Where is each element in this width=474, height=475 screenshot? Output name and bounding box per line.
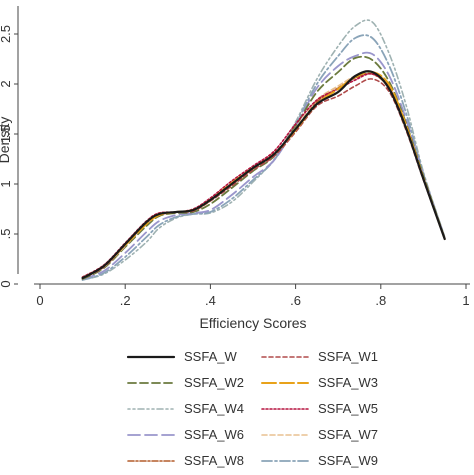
x-tick-label: .6 <box>290 293 301 308</box>
y-tick-label: 1.5 <box>0 125 13 143</box>
y-tick-label: 2.5 <box>0 25 13 43</box>
series-line-ssfa-w <box>81 70 446 280</box>
x-axis-ticks: 0 .2 .4 .6 .8 1 <box>36 284 470 308</box>
legend-label: SSFA_W6 <box>184 427 244 442</box>
series-line-ssfa-w9 <box>81 34 446 281</box>
legend-label: SSFA_W7 <box>318 427 378 442</box>
legend-label: SSFA_W <box>184 349 237 364</box>
y-tick-label: .5 <box>0 229 13 240</box>
x-tick-label: .2 <box>120 293 131 308</box>
series-line-ssfa-w6 <box>81 51 446 280</box>
series-line-ssfa-w1 <box>81 78 446 279</box>
series-lines <box>81 19 446 281</box>
y-axis-title: Density <box>0 117 12 164</box>
legend: SSFA_W SSFA_W1 SSFA_W2 SSFA_W3 SSFA_W4 SSFA_W… <box>126 349 378 468</box>
x-tick-label: 0 <box>36 293 43 308</box>
legend-label: SSFA_W5 <box>318 401 378 416</box>
legend-label: SSFA_W8 <box>184 453 244 468</box>
x-tick-label: 1 <box>462 293 469 308</box>
y-tick-label: 0 <box>0 280 13 287</box>
y-axis-ticks: 0 .5 1 1.5 2 2.5 <box>0 25 18 288</box>
x-tick-label: .4 <box>205 293 216 308</box>
legend-label: SSFA_W3 <box>318 375 378 390</box>
legend-label: SSFA_W1 <box>318 349 378 364</box>
y-tick-label: 1 <box>0 180 13 187</box>
x-tick-label: .8 <box>375 293 386 308</box>
legend-label: SSFA_W4 <box>184 401 244 416</box>
x-axis-title: Efficiency Scores <box>199 315 306 331</box>
legend-label: SSFA_W9 <box>318 453 378 468</box>
y-tick-label: 2 <box>0 80 13 87</box>
legend-label: SSFA_W2 <box>184 375 244 390</box>
